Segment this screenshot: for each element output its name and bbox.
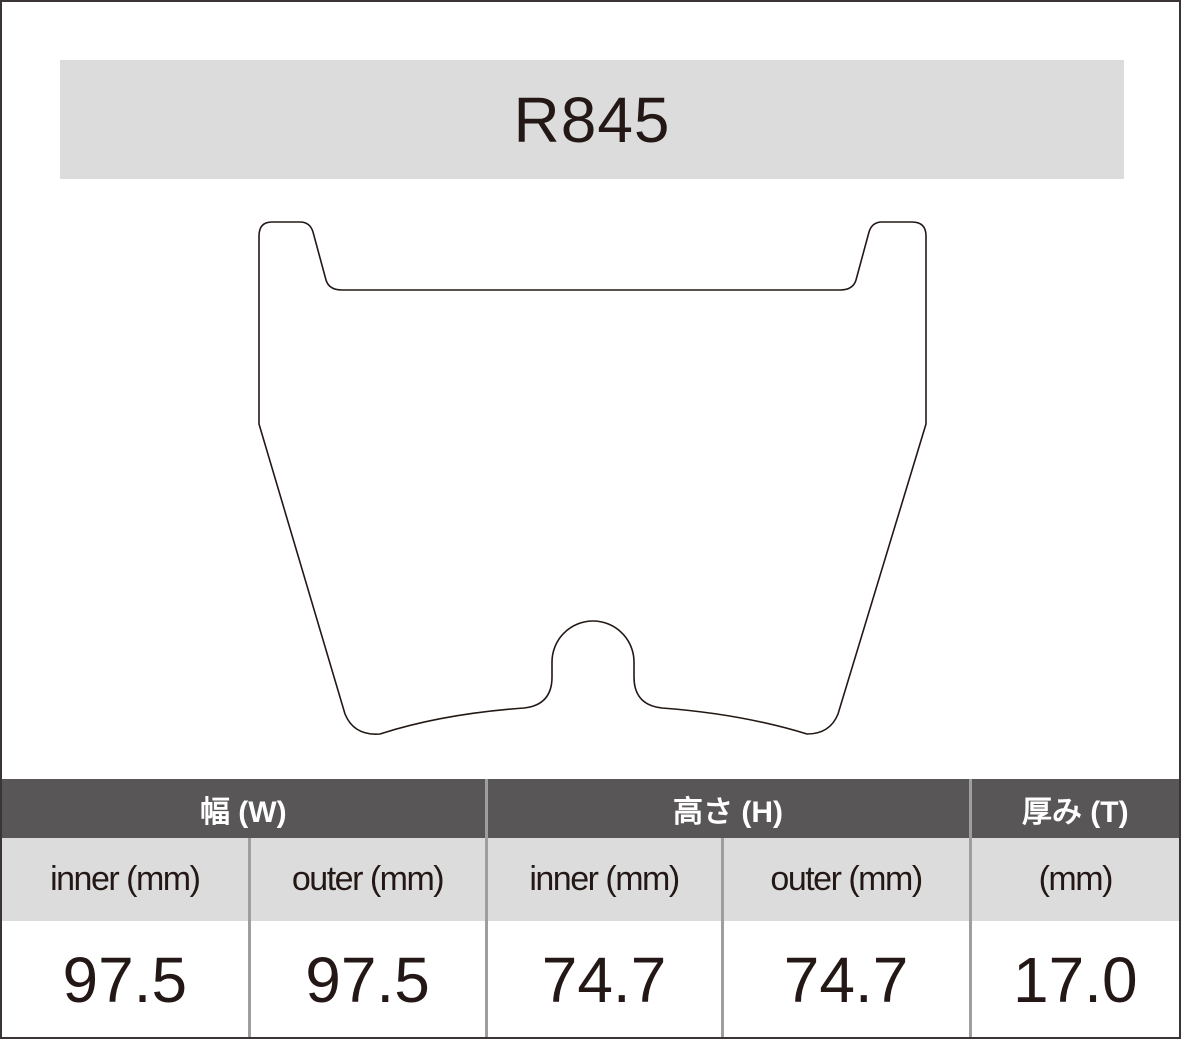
height-inner-value: 74.7: [486, 921, 724, 1037]
width-inner-value: 97.5: [2, 921, 251, 1037]
title-bar: R845: [60, 60, 1124, 179]
product-code: R845: [513, 83, 671, 156]
width-header: 幅 (W): [2, 779, 488, 838]
height-outer-value: 74.7: [722, 921, 972, 1037]
height-header: 高さ (H): [486, 779, 972, 838]
height-inner-label: inner (mm): [486, 838, 724, 921]
thickness-unit-label: (mm): [970, 838, 1179, 921]
pad-shape: [258, 221, 927, 735]
thickness-value: 17.0: [970, 921, 1179, 1037]
brake-pad-outline: [258, 221, 927, 735]
spec-table: 幅 (W) 高さ (H) 厚み (T) inner (mm) outer (mm…: [2, 779, 1179, 1037]
width-outer-value: 97.5: [249, 921, 488, 1037]
subheader-row: inner (mm) outer (mm) inner (mm) outer (…: [2, 838, 1179, 921]
width-inner-label: inner (mm): [2, 838, 251, 921]
width-outer-label: outer (mm): [249, 838, 488, 921]
height-outer-label: outer (mm): [722, 838, 972, 921]
group-header-row: 幅 (W) 高さ (H) 厚み (T): [2, 779, 1179, 838]
thickness-header: 厚み (T): [970, 779, 1179, 838]
value-row: 97.5 97.5 74.7 74.7 17.0: [2, 921, 1179, 1037]
